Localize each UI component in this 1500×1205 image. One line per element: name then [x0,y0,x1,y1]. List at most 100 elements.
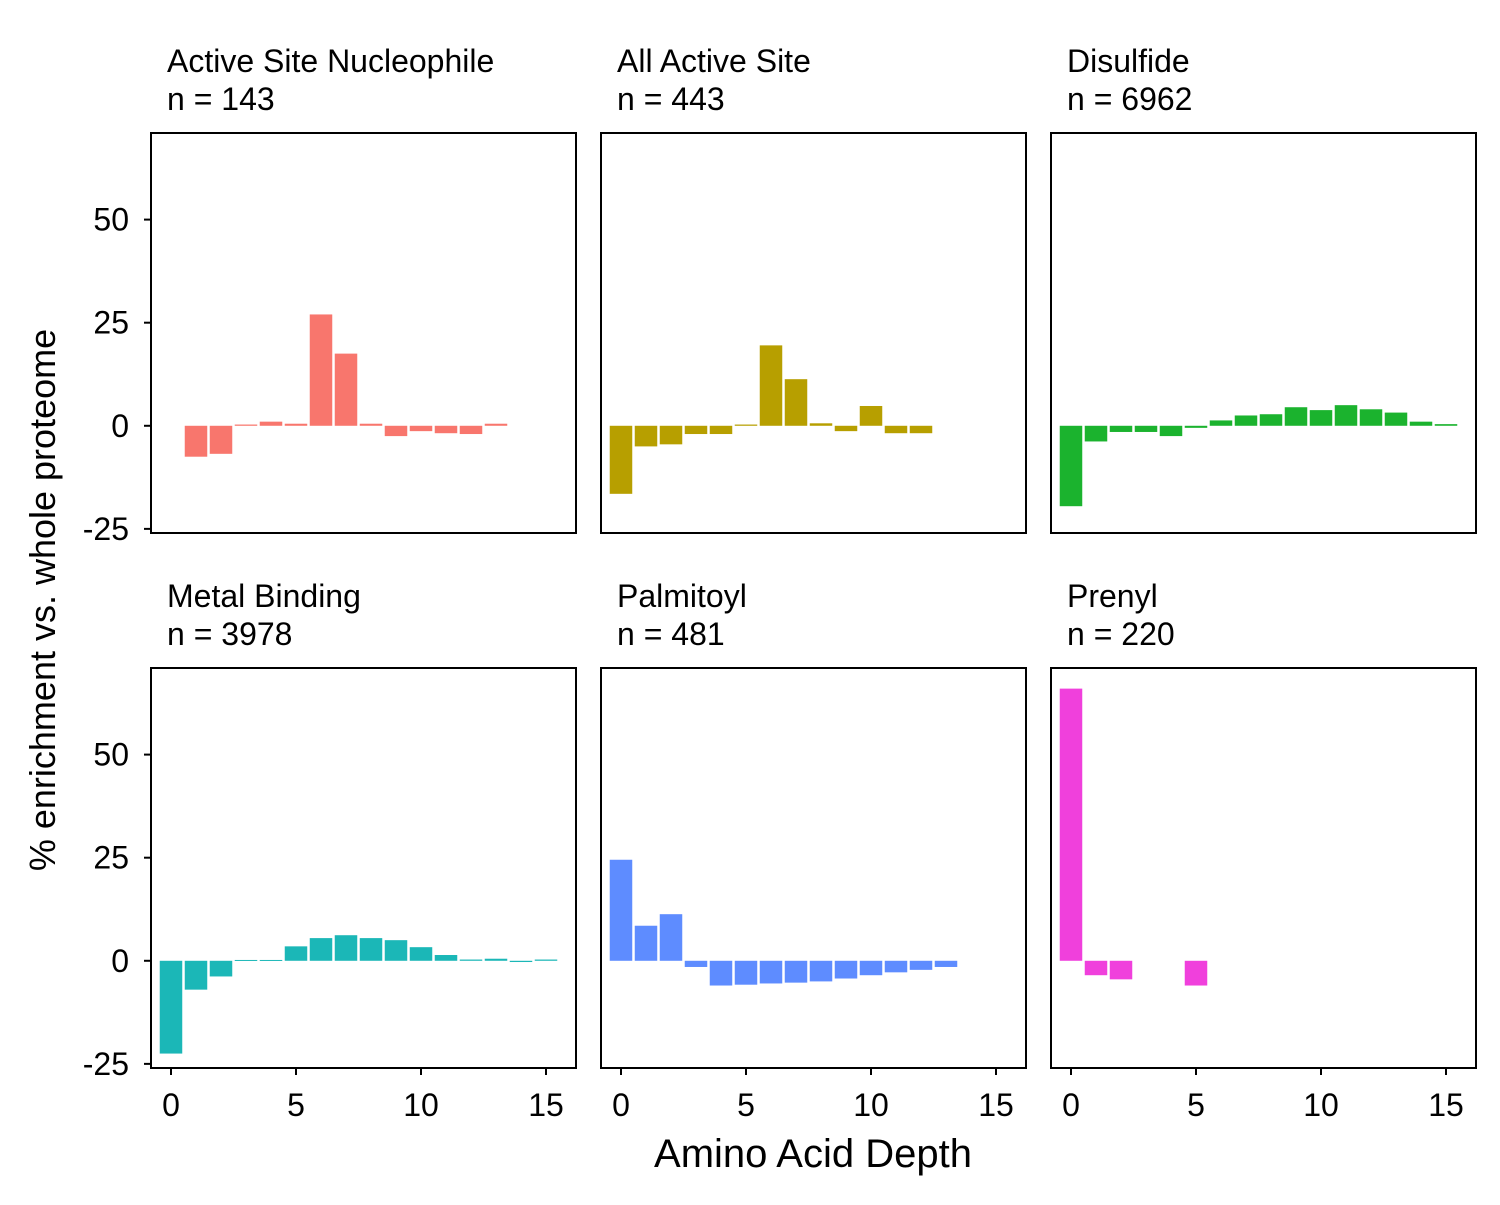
facet-title: Active Site Nucleophile [167,43,494,79]
facet-count: n = 220 [1067,616,1175,652]
bar [209,425,233,454]
bar [1234,415,1258,426]
bar [1409,421,1433,426]
bar [159,960,183,1054]
bar [334,935,358,961]
x-tick-label: 0 [162,1087,180,1123]
y-tick-label: 0 [111,408,129,444]
bar [184,960,208,990]
bar [1159,425,1183,437]
bar [1109,960,1133,980]
bar [1084,425,1108,442]
bar [409,425,433,432]
bar [234,959,258,961]
bar [1334,405,1358,426]
bar [609,425,633,494]
bar [1059,688,1083,961]
bar [384,425,408,437]
bar [259,421,283,426]
facet-title: Disulfide [1067,43,1190,79]
bar [234,424,258,426]
bar [184,425,208,457]
facet-title: Metal Binding [167,578,361,614]
bar [509,960,533,963]
panel-border [600,667,1027,1069]
bar [834,425,858,432]
facet-title: Prenyl [1067,578,1158,614]
facet-count: n = 6962 [1067,81,1192,117]
y-tick-label: -25 [83,1046,129,1082]
panel-border [1050,667,1477,1069]
bar [909,425,933,434]
x-tick-label: 10 [853,1087,889,1123]
bar [1084,960,1108,976]
facet-title: All Active Site [617,43,811,79]
facet-count: n = 481 [617,616,725,652]
bar [609,859,633,961]
bar [359,423,383,426]
x-tick-label: 5 [737,1087,755,1123]
y-axis-label: % enrichment vs. whole proteome [22,329,63,871]
bar [784,379,808,426]
bar [259,959,283,961]
x-tick-label: 10 [1303,1087,1339,1123]
bar [834,960,858,979]
x-tick-label: 0 [612,1087,630,1123]
bar [284,946,308,961]
bar [459,959,483,961]
y-tick-label: -25 [83,511,129,547]
panel-border [1050,132,1477,534]
bar [909,960,933,970]
bar [684,960,708,967]
facet-title: Palmitoyl [617,578,747,614]
y-tick-label: 50 [93,737,129,773]
bar [409,947,433,961]
bar [659,425,683,445]
bar [784,960,808,983]
x-tick-label: 15 [978,1087,1014,1123]
bar [1059,425,1083,507]
bar [684,425,708,435]
x-tick-label: 0 [1062,1087,1080,1123]
x-tick-label: 10 [403,1087,439,1123]
bar [884,425,908,434]
x-tick-label: 15 [1428,1087,1464,1123]
bar [1109,425,1133,432]
y-tick-label: 25 [93,840,129,876]
bar [484,423,508,426]
y-tick-label: 0 [111,943,129,979]
bar [534,959,558,961]
bar [434,425,458,434]
bar [934,960,958,967]
bar [759,960,783,984]
bar [1184,425,1208,428]
bar [1259,414,1283,426]
facet-count: n = 3978 [167,616,292,652]
bar [809,423,833,426]
bar [434,955,458,961]
x-tick-label: 15 [528,1087,564,1123]
bar [359,938,383,961]
x-tick-label: 5 [1187,1087,1205,1123]
bar [309,314,333,426]
panel-border [150,667,577,1069]
facet-count: n = 143 [167,81,275,117]
bar [1284,407,1308,426]
bar [809,960,833,982]
bar [859,405,883,426]
bar [1309,410,1333,426]
x-axis-label: Amino Acid Depth [654,1132,972,1176]
bar [284,423,308,426]
bar [459,425,483,435]
bar [734,424,758,426]
panel-border [150,132,577,534]
bar [1134,425,1158,432]
bar [484,958,508,961]
bar [334,353,358,426]
